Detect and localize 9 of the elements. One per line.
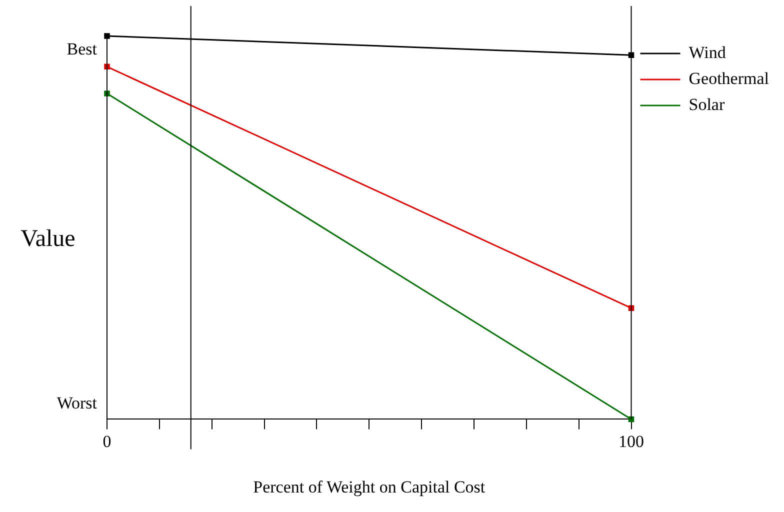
- legend-label: Geothermal: [688, 68, 770, 88]
- x-axis-title: Percent of Weight on Capital Cost: [253, 477, 486, 496]
- legend-label: Solar: [688, 94, 725, 114]
- legend-label: Wind: [688, 42, 726, 62]
- text: Best: [66, 39, 98, 58]
- x-tick-label: 100: [618, 432, 644, 451]
- text: Worst: [56, 394, 98, 413]
- x-tick-label: 0: [102, 432, 112, 451]
- y-axis-title: Value: [20, 226, 76, 252]
